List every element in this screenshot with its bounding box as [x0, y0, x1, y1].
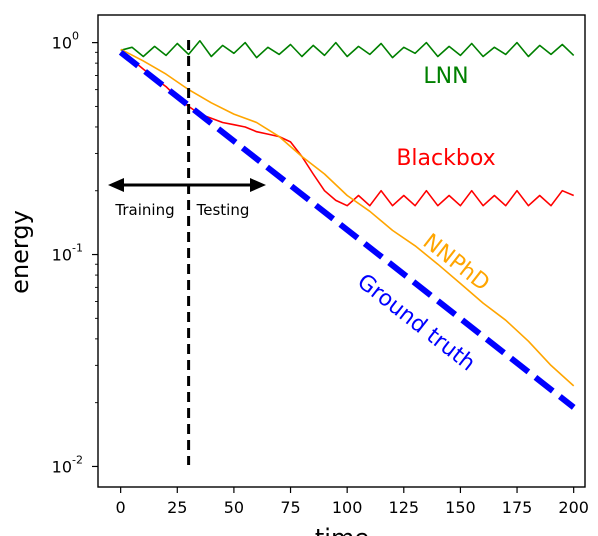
y-tick-label: 10	[52, 34, 72, 53]
split-arrow-left-head	[108, 178, 124, 192]
y-tick-exponent: -1	[72, 242, 83, 255]
x-tick-label: 200	[558, 498, 589, 517]
series-group	[118, 39, 576, 410]
plot-layer	[108, 39, 576, 465]
x-tick-label: 125	[389, 498, 420, 517]
annotation-lnn: LNN	[423, 64, 468, 89]
x-tick-label: 175	[502, 498, 533, 517]
annotation-nnphd: NNPhD	[418, 229, 494, 296]
x-tick-label: 50	[224, 498, 244, 517]
y-tick-exponent: -2	[72, 453, 83, 466]
y-tick-label: 10	[52, 246, 72, 265]
y-axis-label: energy	[6, 210, 34, 294]
series-line-lnn	[120, 39, 575, 59]
plot-frame	[97, 14, 586, 488]
split-arrow-right-head	[250, 178, 266, 192]
series-line-ground-truth	[118, 49, 576, 410]
y-tick-label: 10	[52, 457, 72, 476]
annotation-training: Training	[114, 201, 174, 219]
annotation-testing: Testing	[196, 201, 250, 219]
x-tick-label: 75	[280, 498, 300, 517]
y-tick-exponent: 0	[72, 30, 79, 43]
x-axis-label: time	[315, 524, 369, 536]
series-line-nnphd	[120, 48, 575, 387]
x-tick-label: 25	[167, 498, 187, 517]
annotation-blackbox: Blackbox	[396, 146, 495, 171]
x-tick-label: 150	[445, 498, 476, 517]
x-tick-label: 0	[116, 498, 126, 517]
x-tick-label: 100	[332, 498, 363, 517]
